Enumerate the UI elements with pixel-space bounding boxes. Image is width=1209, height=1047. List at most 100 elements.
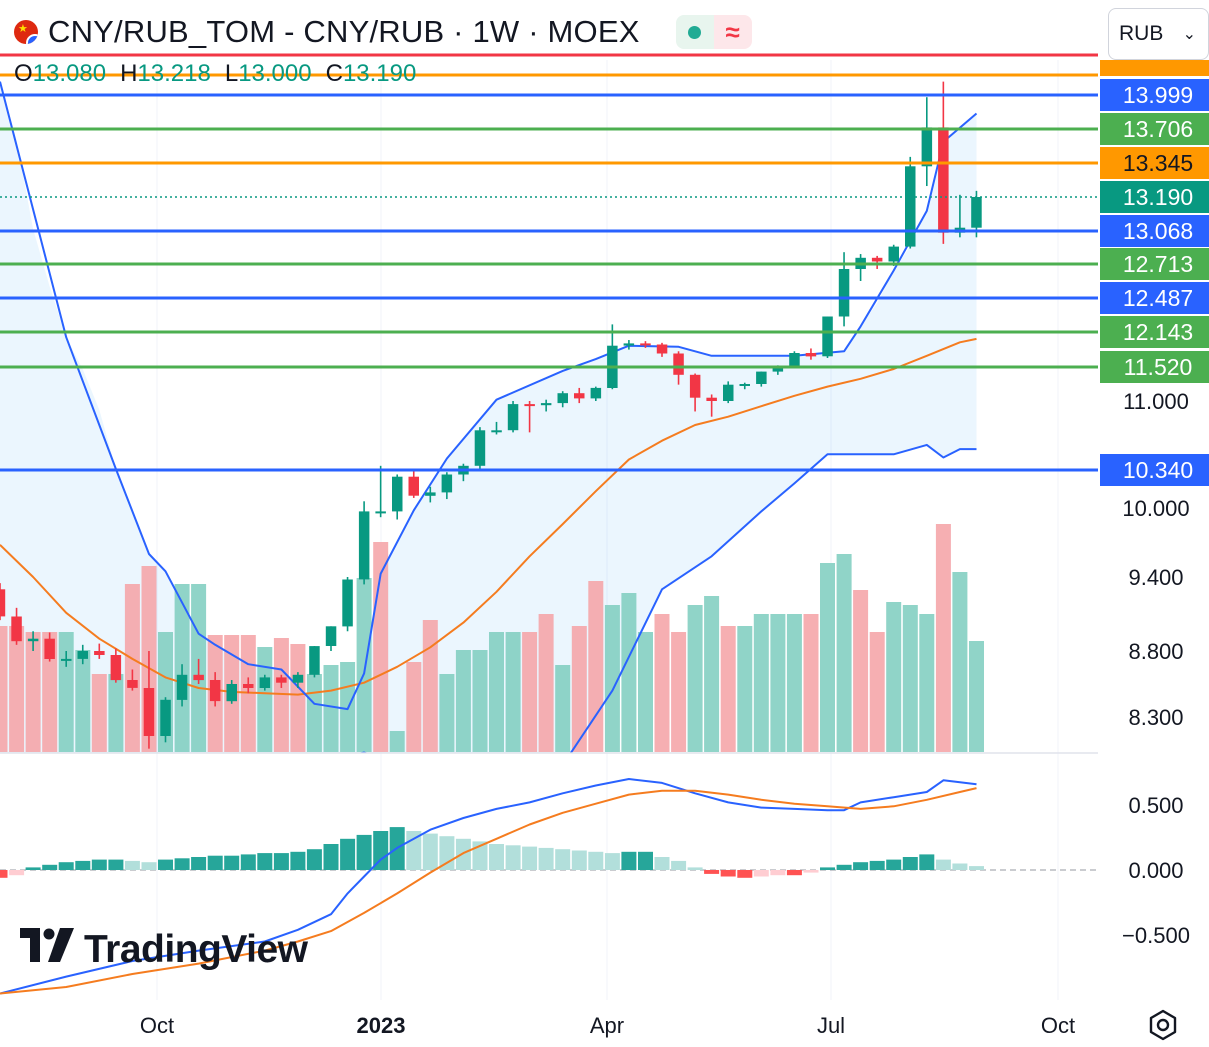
price-tag xyxy=(1100,215,1209,247)
candle-body xyxy=(623,343,635,346)
candle-body xyxy=(259,677,271,688)
macd-pane xyxy=(0,778,1098,995)
market-status-icon[interactable] xyxy=(675,15,714,49)
macd-histogram-bar xyxy=(323,844,339,870)
macd-histogram-bar xyxy=(853,862,869,870)
volume-bar xyxy=(571,626,587,752)
macd-histogram-bar xyxy=(455,838,471,870)
price-tag-label: 10.340 xyxy=(1123,457,1193,483)
volume-bar xyxy=(935,524,951,752)
macd-histogram-bar xyxy=(869,860,885,870)
volume-bar xyxy=(786,614,802,752)
volume-bar xyxy=(820,563,835,752)
price-axis-tick: 9.400 xyxy=(1128,565,1183,590)
volume-bar xyxy=(389,731,405,752)
tradingview-mark-icon xyxy=(20,928,74,962)
volume-bar xyxy=(9,626,25,752)
candle-body xyxy=(11,616,22,642)
candle-body xyxy=(243,684,254,688)
data-delay-icon[interactable]: ≈ xyxy=(713,15,752,49)
macd-histogram-bar xyxy=(704,870,720,874)
low-label: L xyxy=(224,60,239,87)
volume-bar xyxy=(257,647,273,752)
macd-histogram-bar xyxy=(820,867,835,870)
macd-histogram-bar xyxy=(42,864,58,870)
volume-bar xyxy=(290,644,306,752)
open-value: 13.080 xyxy=(32,60,107,87)
candle-body xyxy=(342,579,353,627)
macd-histogram-bar xyxy=(538,847,554,870)
volume-bar xyxy=(522,632,538,752)
candle-body xyxy=(77,651,88,659)
macd-histogram-bar xyxy=(422,833,438,870)
candle-body xyxy=(94,651,105,655)
tradingview-logo[interactable]: TradingView xyxy=(20,928,308,972)
macd-histogram-bar xyxy=(141,862,157,870)
settings-icon[interactable] xyxy=(1146,1008,1180,1042)
macd-histogram-bar xyxy=(638,851,653,870)
volume-bar xyxy=(25,632,41,752)
price-tag xyxy=(1100,454,1209,486)
macd-line xyxy=(0,778,977,995)
candle-body xyxy=(822,316,833,357)
currency-selector[interactable]: RUB ⌄ xyxy=(1108,8,1209,60)
macd-histogram-bar xyxy=(737,870,753,878)
volume-bar xyxy=(422,620,438,752)
volume-bar xyxy=(91,674,107,752)
macd-histogram-bar xyxy=(191,857,207,870)
volume-bar xyxy=(869,632,885,752)
volume-bar xyxy=(836,554,852,752)
macd-histogram-bar xyxy=(886,859,902,870)
price-tag xyxy=(1100,147,1209,179)
candle-body xyxy=(938,127,949,233)
candle-body xyxy=(706,397,717,401)
volume-bar xyxy=(621,593,637,752)
volume-bar xyxy=(75,650,91,752)
candle-body xyxy=(689,374,701,398)
macd-histogram-bar xyxy=(555,849,571,870)
candle-body xyxy=(176,674,188,700)
macd-histogram-bar xyxy=(836,864,852,870)
volume-bar xyxy=(853,590,869,752)
candle-body xyxy=(143,688,155,736)
close-value: 13.190 xyxy=(342,60,417,87)
candle-body xyxy=(325,626,337,646)
volume-bar xyxy=(538,614,554,752)
status-pills[interactable]: ≈ xyxy=(675,15,752,49)
candle-body xyxy=(805,353,817,357)
price-tag-label: 13.706 xyxy=(1123,116,1193,142)
candle-body xyxy=(540,403,552,406)
price-axis-tick: 8.800 xyxy=(1128,639,1183,664)
candle-body xyxy=(838,269,850,317)
candle-body xyxy=(309,646,320,675)
candle-body xyxy=(441,474,453,493)
candle-body xyxy=(871,257,883,262)
price-tag xyxy=(1100,316,1209,348)
macd-histogram-bar xyxy=(588,851,604,870)
bollinger-band-fill xyxy=(0,81,977,753)
macd-histogram-bar xyxy=(604,853,620,870)
macd-histogram-bar xyxy=(753,870,769,877)
open-label: O xyxy=(14,60,33,87)
symbol-title[interactable]: CNY/RUB_TOM - CNY/RUB · 1W · MOEX xyxy=(48,14,640,49)
volume-bar xyxy=(753,614,769,752)
macd-histogram-bar xyxy=(919,854,935,870)
macd-histogram-bar xyxy=(0,870,8,878)
candle-body xyxy=(888,246,899,262)
candle-body xyxy=(375,511,386,514)
high-value: 13.218 xyxy=(137,60,211,87)
volume-bar xyxy=(58,632,74,752)
volume-bar xyxy=(803,614,819,752)
price-tag-label: 12.713 xyxy=(1123,251,1193,277)
volume-bar xyxy=(0,626,8,752)
volume-bar xyxy=(555,665,571,752)
chevron-down-icon: ⌄ xyxy=(1182,26,1196,43)
volume-bar xyxy=(604,605,620,752)
macd-histogram-bar xyxy=(373,831,389,870)
price-tag xyxy=(1100,282,1209,314)
price-tag xyxy=(1100,79,1209,111)
candle-body xyxy=(292,674,304,683)
macd-histogram-bar xyxy=(273,853,289,870)
candle-body xyxy=(590,387,602,399)
